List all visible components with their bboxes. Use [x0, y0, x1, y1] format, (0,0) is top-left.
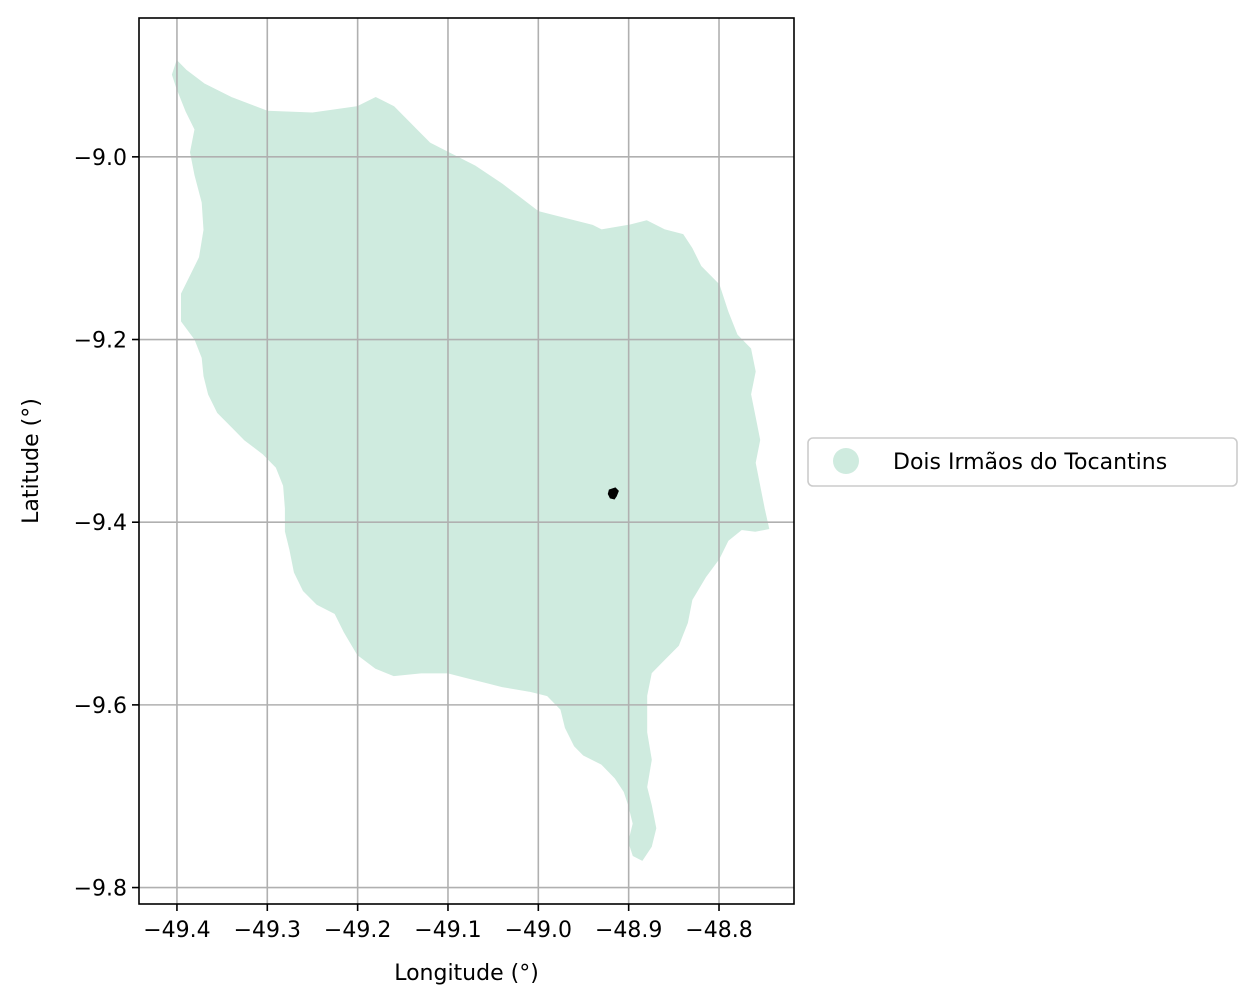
x-tick-label: −48.9	[595, 918, 662, 943]
y-tick-label: −9.8	[74, 877, 127, 902]
y-tick-label: −9.0	[74, 146, 127, 171]
x-tick-label: −49.3	[234, 918, 301, 943]
y-tick-label: −9.6	[74, 694, 127, 719]
y-tick-label: −9.4	[74, 511, 127, 536]
x-tick-label: −49.2	[324, 918, 391, 943]
x-axis-label: Longitude (°)	[394, 961, 539, 986]
axes-frame	[138, 17, 795, 905]
y-tick-label: −9.2	[74, 329, 127, 354]
plot-area	[139, 18, 794, 904]
legend: Dois Irmãos do Tocantins	[807, 437, 1238, 487]
axes: −49.4 −49.3 −49.2 −49.1 −49.0 −48.9 −48.8 −9.0 −…	[19, 17, 795, 986]
y-axis-label: Latitude (°)	[19, 398, 44, 524]
x-tick-label: −49.4	[143, 918, 210, 943]
location-marker	[607, 487, 619, 500]
x-tick-label: −49.0	[505, 918, 572, 943]
legend-label: Dois Irmãos do Tocantins	[893, 450, 1167, 475]
legend-swatch	[833, 448, 859, 474]
x-tick-label: −49.1	[414, 918, 481, 943]
region-dois-irmaos-do-tocantins	[171, 59, 770, 861]
legend-box	[807, 437, 1238, 487]
x-tick-label: −48.8	[685, 918, 752, 943]
